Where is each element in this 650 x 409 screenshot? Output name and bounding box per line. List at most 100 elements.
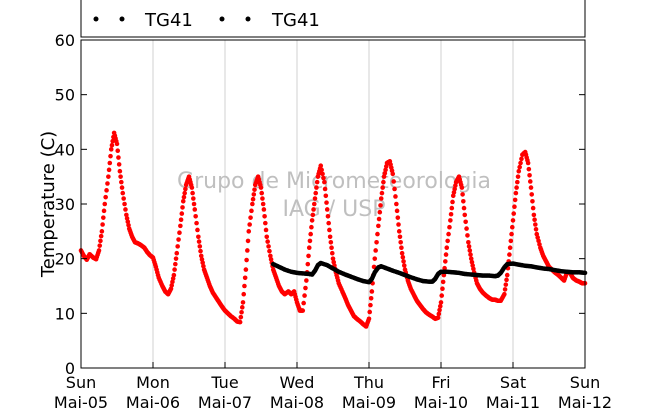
- y-tick-label-6: 60: [55, 31, 75, 50]
- series-1-point-331: [327, 227, 332, 233]
- series-1-point-310: [311, 207, 316, 212]
- series-1-point-596: [525, 160, 531, 166]
- series-1-point-221: [244, 257, 249, 263]
- series-1-point-152: [192, 207, 198, 212]
- series-1-point-329: [325, 214, 331, 219]
- series-1-point-407: [383, 164, 389, 169]
- x-tick-dow-4: Thu: [353, 373, 384, 392]
- series-1-point-496: [450, 193, 456, 199]
- series-1-point-59: [123, 207, 128, 212]
- series-1-point-602: [530, 198, 535, 204]
- series-1-point-39: [108, 153, 113, 159]
- series-1-point-424: [396, 229, 402, 234]
- series-1-point-63: [126, 222, 131, 228]
- series-1-point-33: [103, 194, 108, 200]
- series-1-point-241: [259, 190, 265, 196]
- series-1-point-481: [439, 293, 445, 298]
- series-1-point-423: [396, 222, 401, 227]
- y-tick-label-4: 40: [55, 140, 75, 159]
- series-1-point-396: [376, 223, 381, 229]
- series-1-point-605: [532, 217, 537, 223]
- series-1-point-330: [326, 220, 331, 226]
- series-1-point-603: [530, 205, 536, 211]
- series-1-point-41: [109, 142, 115, 148]
- series-1-point-333: [328, 239, 334, 245]
- legend: TG41 TG41: [93, 10, 320, 31]
- series-1-point-231: [252, 187, 257, 192]
- series-1-point-217: [241, 291, 247, 297]
- series-1-point-477: [436, 311, 442, 317]
- series-1-point-519: [468, 252, 473, 257]
- series-1-point-48: [114, 141, 120, 147]
- series-1-point-516: [466, 239, 471, 245]
- series-1-point-314: [314, 185, 319, 190]
- series-1-point-309: [310, 212, 316, 218]
- series-1-point-307: [309, 224, 314, 230]
- series-1-point-480: [438, 300, 444, 305]
- legend-marker-2a: [219, 16, 225, 22]
- series-1-point-565: [502, 287, 508, 292]
- series-1-point-476: [435, 315, 441, 321]
- series-1-point-494: [449, 205, 455, 211]
- x-tick-dow-3: Wed: [280, 373, 315, 392]
- series-1-point-498: [452, 186, 457, 192]
- series-1-point-124: [171, 272, 177, 278]
- x-tick-date-4: Mai-09: [342, 393, 396, 409]
- series-1-point-220: [243, 267, 249, 272]
- series-1-point-223: [245, 238, 251, 244]
- x-tick-date-1: Mai-06: [126, 393, 180, 409]
- series-1-point-577: [511, 211, 517, 216]
- series-1-point-404: [381, 174, 387, 179]
- series-1-point-518: [467, 248, 473, 253]
- legend-marker-2b: [245, 16, 251, 22]
- series-1-point-582: [515, 179, 520, 185]
- series-1-point-51: [116, 162, 122, 167]
- series-1-point-598: [527, 173, 532, 178]
- series-1-point-320: [318, 163, 324, 169]
- series-1-point-334: [329, 245, 334, 251]
- legend-box: [80, 0, 586, 38]
- series-layer: [78, 130, 588, 329]
- series-1-point-156: [196, 234, 201, 240]
- series-1-point-245: [262, 214, 267, 219]
- legend-label-2: TG41: [271, 10, 320, 31]
- series-1-point-38: [107, 160, 113, 166]
- series-1-point-25: [97, 243, 103, 248]
- series-1-point-425: [397, 234, 403, 240]
- series-1-point-604: [531, 212, 537, 218]
- series-1-point-54: [119, 179, 124, 185]
- y-axis-label: Temperature (C): [38, 131, 59, 278]
- x-tick-date-7: Mai-12: [558, 393, 612, 409]
- x-tick-date-2: Mai-07: [198, 393, 252, 409]
- series-1-point-489: [445, 238, 450, 244]
- series-1-point-157: [196, 239, 202, 244]
- series-1-point-49: [115, 148, 121, 153]
- series-1-point-160: [198, 253, 204, 259]
- series-1-point-304: [306, 245, 312, 251]
- series-1-point-490: [446, 231, 451, 237]
- series-1-point-308: [309, 218, 315, 223]
- series-1-point-37: [106, 167, 112, 173]
- series-1-point-332: [327, 234, 333, 240]
- series-1-point-151: [191, 201, 197, 207]
- series-1-point-296: [300, 308, 306, 313]
- series-1-point-240: [258, 185, 264, 190]
- series-1-point-218: [242, 283, 247, 289]
- series-1-point-253: [268, 257, 274, 262]
- series-1-point-426: [398, 239, 403, 245]
- series-1-point-251: [267, 248, 272, 254]
- series-1-point-299: [303, 285, 308, 291]
- series-1-point-228: [250, 201, 255, 207]
- series-1-point-428: [399, 250, 405, 256]
- series-1-point-138: [182, 190, 187, 196]
- series-1-point-521: [469, 259, 475, 265]
- series-1-point-571: [507, 252, 512, 257]
- series-1-point-497: [451, 190, 457, 195]
- series-1-point-26: [98, 238, 103, 244]
- x-tick-date-5: Mai-10: [414, 393, 468, 409]
- series-1-point-129: [175, 244, 180, 249]
- x-tick-date-6: Mai-11: [486, 393, 540, 409]
- series-1-point-42: [110, 138, 115, 144]
- series-1-point-491: [447, 224, 452, 230]
- series-1-point-486: [443, 259, 448, 264]
